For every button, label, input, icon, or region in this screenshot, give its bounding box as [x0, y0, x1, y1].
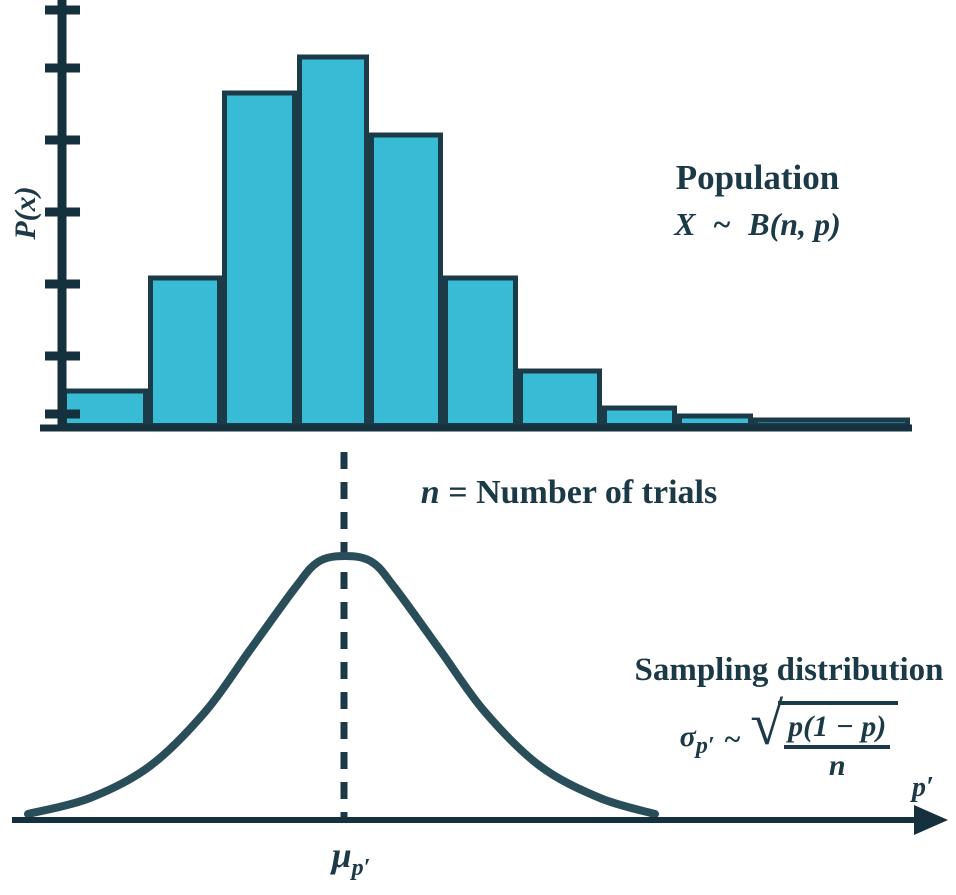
sampling-formula-relation: ~ [724, 722, 741, 756]
radical-body: p(1 − p) n [778, 701, 899, 782]
fraction: p(1 − p) n [784, 710, 891, 782]
mu-subscript: p′ [351, 855, 371, 882]
sampling-distribution-curve [24, 551, 659, 818]
variable-note-var: n [420, 474, 440, 511]
population-formula-lhs: X [674, 205, 696, 242]
population-title: Population [675, 158, 840, 197]
sampling-annotation: Sampling distribution σp′ ~ √ p(1 − p) n [622, 650, 956, 781]
sampling-formula-lhs: σp′ [680, 718, 715, 761]
axis-end-label: p′ [912, 772, 934, 803]
fraction-numerator: p(1 − p) [788, 710, 887, 744]
variable-note: n = Number of trials [354, 474, 784, 512]
population-formula-relation: ~ [713, 205, 731, 242]
histogram-bars [62, 54, 910, 428]
bottom-axis [12, 805, 948, 835]
mu-symbol: μ [331, 835, 352, 875]
population-formula-rhs: B(n, p) [748, 205, 841, 242]
center-mean-label: μp′ [296, 834, 406, 882]
variable-note-eq: = [448, 474, 468, 511]
sampling-title: Sampling distribution [634, 652, 944, 688]
radical-symbol: √ [750, 691, 784, 758]
population-formula: X ~ B(n, p) [600, 204, 915, 244]
histogram-bar [518, 368, 602, 428]
histogram-bar [443, 275, 518, 428]
y-axis-label: P(x) [9, 186, 42, 240]
histogram-bar [369, 132, 443, 428]
histogram-bar [602, 405, 677, 428]
fraction-denominator: n [784, 744, 891, 782]
histogram-bar [222, 90, 297, 428]
histogram-bar [677, 413, 753, 428]
histogram-bar [62, 388, 148, 428]
axis-arrowhead-icon [914, 805, 948, 835]
variable-note-text: Number of trials [476, 474, 718, 511]
sampling-formula: σp′ ~ √ p(1 − p) n [622, 691, 956, 782]
histogram-bar [148, 275, 222, 428]
histogram-axes [40, 0, 912, 432]
square-root: √ p(1 − p) n [750, 691, 899, 782]
histogram-bar [297, 54, 369, 428]
sigma-subscript: p′ [695, 732, 715, 759]
population-annotation: Population X ~ B(n, p) [600, 156, 915, 244]
sigma-symbol: σ [679, 719, 696, 753]
